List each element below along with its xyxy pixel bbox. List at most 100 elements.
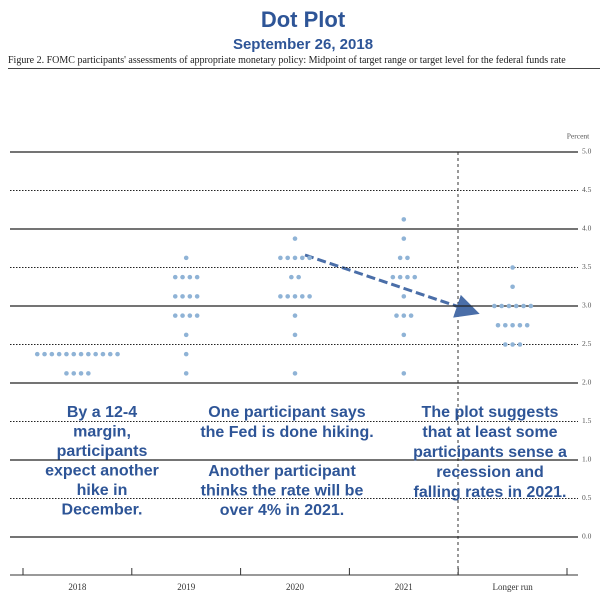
dot: [503, 342, 508, 347]
annotation: expect another: [45, 463, 159, 480]
chart-title: Dot Plot: [261, 7, 346, 32]
dot: [401, 371, 407, 376]
dot: [180, 294, 185, 299]
dot: [187, 274, 193, 280]
arrow: [304, 253, 480, 318]
dot: [524, 322, 530, 328]
dot: [300, 255, 305, 261]
dot: [183, 351, 189, 357]
dot: [292, 294, 298, 299]
y-tick-label: 1.5: [582, 416, 592, 425]
dot: [401, 294, 407, 299]
dot: [289, 274, 294, 280]
annotation: December.: [62, 502, 143, 519]
dot: [292, 371, 298, 376]
dot: [71, 351, 77, 357]
dot: [506, 303, 512, 309]
dot: [292, 255, 298, 261]
dot: [49, 351, 55, 357]
annotation: The plot suggests: [422, 404, 559, 421]
dot: [503, 322, 508, 328]
dot: [93, 351, 98, 357]
y-tick-label: 3.5: [582, 262, 592, 271]
annotation: over 4% in 2021.: [220, 502, 345, 519]
dot: [307, 294, 312, 299]
dot: [401, 217, 407, 222]
dot: [285, 294, 291, 299]
annotation: recession and: [436, 464, 544, 481]
dot: [194, 313, 200, 318]
y-tick-label: 3.0: [582, 301, 592, 310]
annotation: By a 12-4: [67, 404, 137, 421]
dot: [172, 294, 178, 299]
dot: [183, 371, 189, 376]
annotation: participants: [57, 443, 148, 460]
dot: [194, 294, 200, 299]
dot: [499, 303, 504, 309]
dot: [278, 255, 283, 261]
dot: [172, 274, 178, 280]
x-tick-label: 2021: [395, 582, 413, 592]
dot: [78, 371, 84, 376]
dot: [513, 303, 519, 309]
dot: [401, 332, 407, 338]
dot: [412, 274, 418, 280]
y-tick-label: 2.0: [582, 378, 592, 387]
dot: [187, 313, 193, 318]
dot: [71, 371, 77, 376]
y-axis-label: Percent: [567, 132, 590, 141]
dot: [517, 342, 523, 347]
dot: [390, 274, 396, 280]
dot: [292, 236, 298, 241]
dot: [42, 351, 47, 357]
dot: [285, 255, 291, 261]
dot: [397, 255, 403, 261]
dot: [78, 351, 84, 357]
annotation: thinks the rate will be: [201, 483, 364, 500]
dot: [528, 303, 534, 309]
dot: [86, 371, 91, 376]
dot: [405, 274, 410, 280]
annotation: the Fed is done hiking.: [200, 424, 373, 441]
annotation: participants sense a: [413, 444, 567, 461]
dot: [510, 322, 515, 328]
dot: [34, 351, 40, 357]
dot: [292, 313, 298, 318]
dot: [510, 265, 515, 270]
dot: [194, 274, 200, 280]
chart-subtitle: September 26, 2018: [233, 36, 373, 53]
dot: [64, 351, 69, 357]
y-tick-label: 0.0: [582, 532, 592, 541]
y-tick-label: 4.0: [582, 224, 592, 233]
dot: [115, 351, 120, 357]
annotation: One participant says: [208, 404, 365, 421]
x-tick-label: 2020: [286, 582, 305, 592]
dot: [510, 342, 515, 347]
y-tick-label: 0.5: [582, 493, 592, 502]
dot: [401, 313, 407, 318]
dot: [56, 351, 62, 357]
dot: [100, 351, 106, 357]
dot: [296, 274, 301, 280]
dot: [187, 294, 193, 299]
dot: [495, 322, 501, 328]
dot: [180, 274, 185, 280]
dot: [172, 313, 178, 318]
y-tick-label: 1.0: [582, 455, 592, 464]
dot: [517, 322, 523, 328]
dot: [86, 351, 91, 357]
dot: [64, 371, 69, 376]
dot: [183, 255, 189, 261]
dot: [278, 294, 283, 299]
dot: [405, 255, 410, 261]
dot: [300, 294, 305, 299]
annotation: margin,: [73, 424, 131, 441]
annotation: falling rates in 2021.: [414, 484, 567, 501]
dot: [180, 313, 185, 318]
y-tick-label: 2.5: [582, 339, 592, 348]
dot: [183, 332, 189, 338]
dot: [408, 313, 414, 318]
x-tick-label: Longer run: [492, 582, 533, 592]
